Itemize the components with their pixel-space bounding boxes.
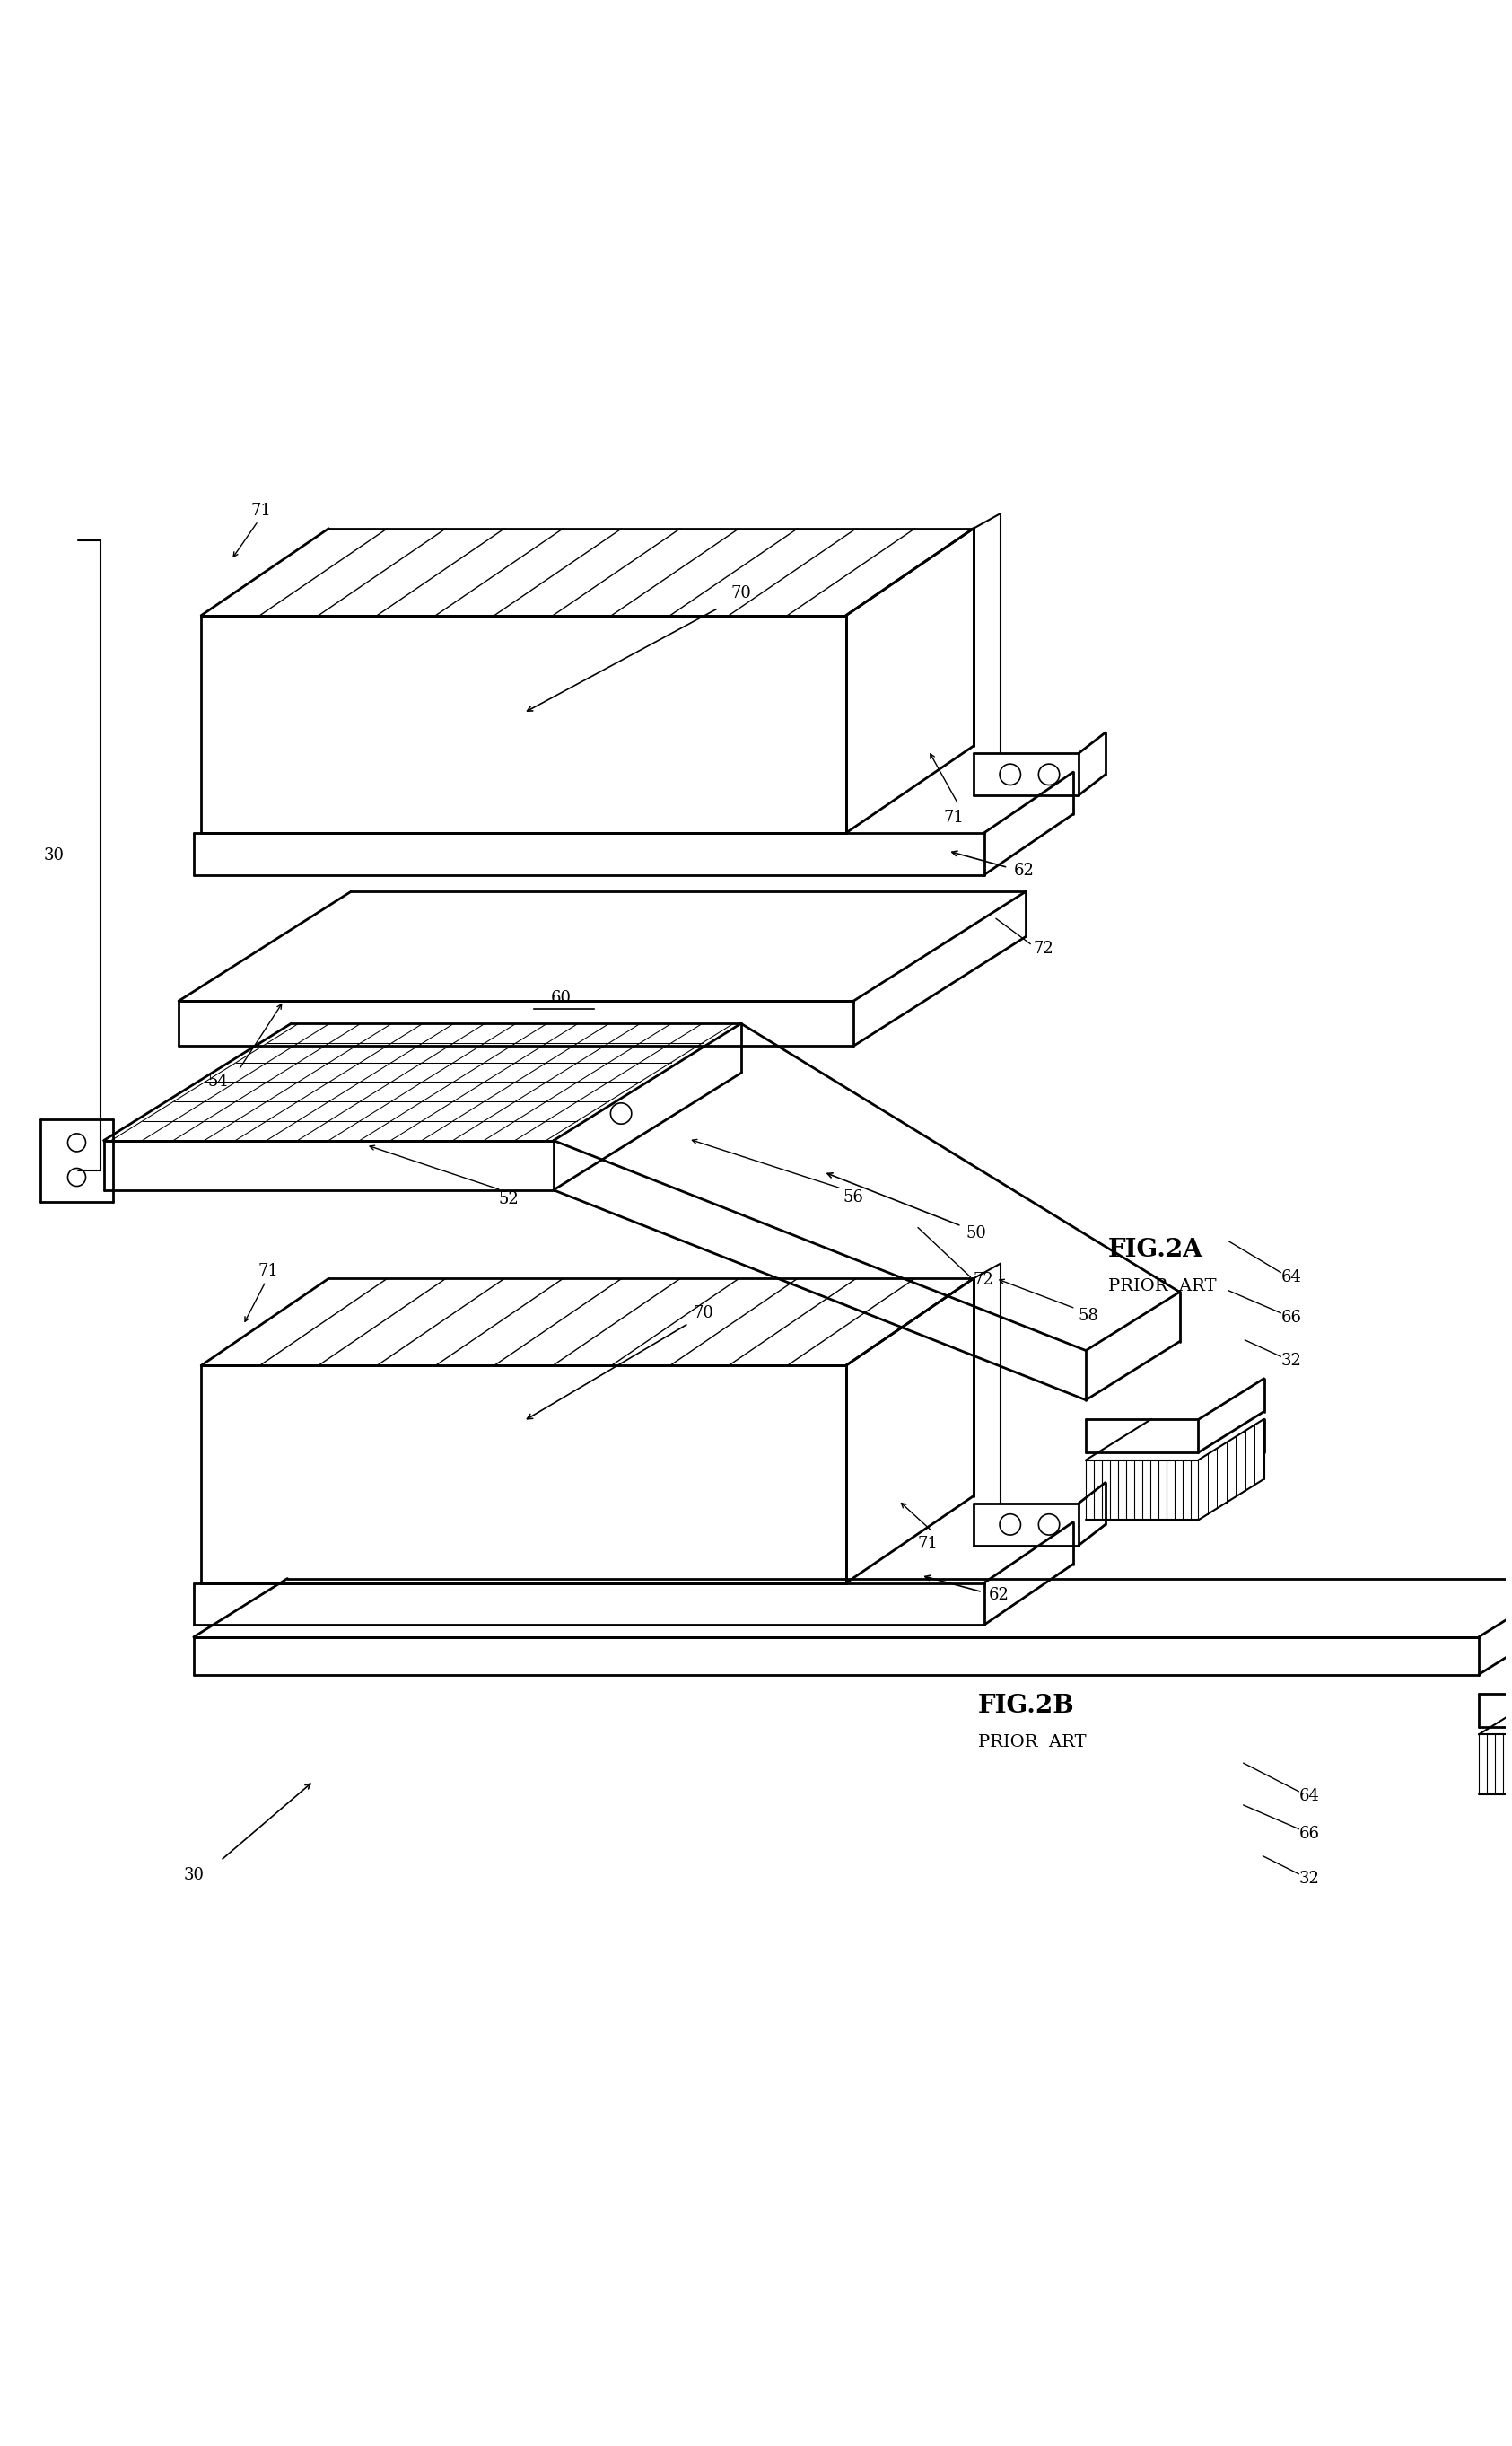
Text: 50: 50 [966, 1225, 986, 1243]
Text: 70: 70 [694, 1304, 714, 1321]
Text: 64: 64 [1281, 1269, 1302, 1284]
Text: 56: 56 [844, 1189, 863, 1206]
Circle shape [999, 763, 1021, 785]
Text: 71: 71 [943, 810, 965, 827]
Text: 71: 71 [918, 1536, 939, 1553]
Text: 54: 54 [207, 1074, 228, 1091]
Text: 62: 62 [989, 1587, 1009, 1602]
Circle shape [68, 1132, 86, 1152]
Text: 30: 30 [44, 846, 65, 863]
Text: 32: 32 [1299, 1871, 1320, 1886]
Text: 66: 66 [1281, 1309, 1302, 1326]
Circle shape [1039, 1514, 1060, 1536]
Text: FIG.2B: FIG.2B [978, 1695, 1075, 1717]
Text: 58: 58 [1078, 1309, 1099, 1323]
Text: 72: 72 [974, 1272, 993, 1289]
Text: 30: 30 [183, 1866, 204, 1883]
Text: 32: 32 [1281, 1353, 1302, 1370]
Text: 66: 66 [1299, 1825, 1320, 1842]
Text: 70: 70 [730, 585, 751, 602]
Text: 60: 60 [550, 991, 572, 1005]
Circle shape [999, 1514, 1021, 1536]
Text: 52: 52 [499, 1191, 519, 1206]
Text: FIG.2A: FIG.2A [1108, 1238, 1204, 1262]
Text: PRIOR  ART: PRIOR ART [1108, 1277, 1217, 1294]
Text: 62: 62 [1015, 863, 1034, 878]
Text: 64: 64 [1299, 1788, 1320, 1805]
Circle shape [1039, 763, 1060, 785]
Circle shape [68, 1169, 86, 1186]
Text: PRIOR  ART: PRIOR ART [978, 1734, 1086, 1749]
Text: 71: 71 [259, 1262, 278, 1279]
Circle shape [611, 1103, 632, 1125]
Text: 71: 71 [251, 501, 272, 519]
Text: 72: 72 [1033, 939, 1054, 956]
